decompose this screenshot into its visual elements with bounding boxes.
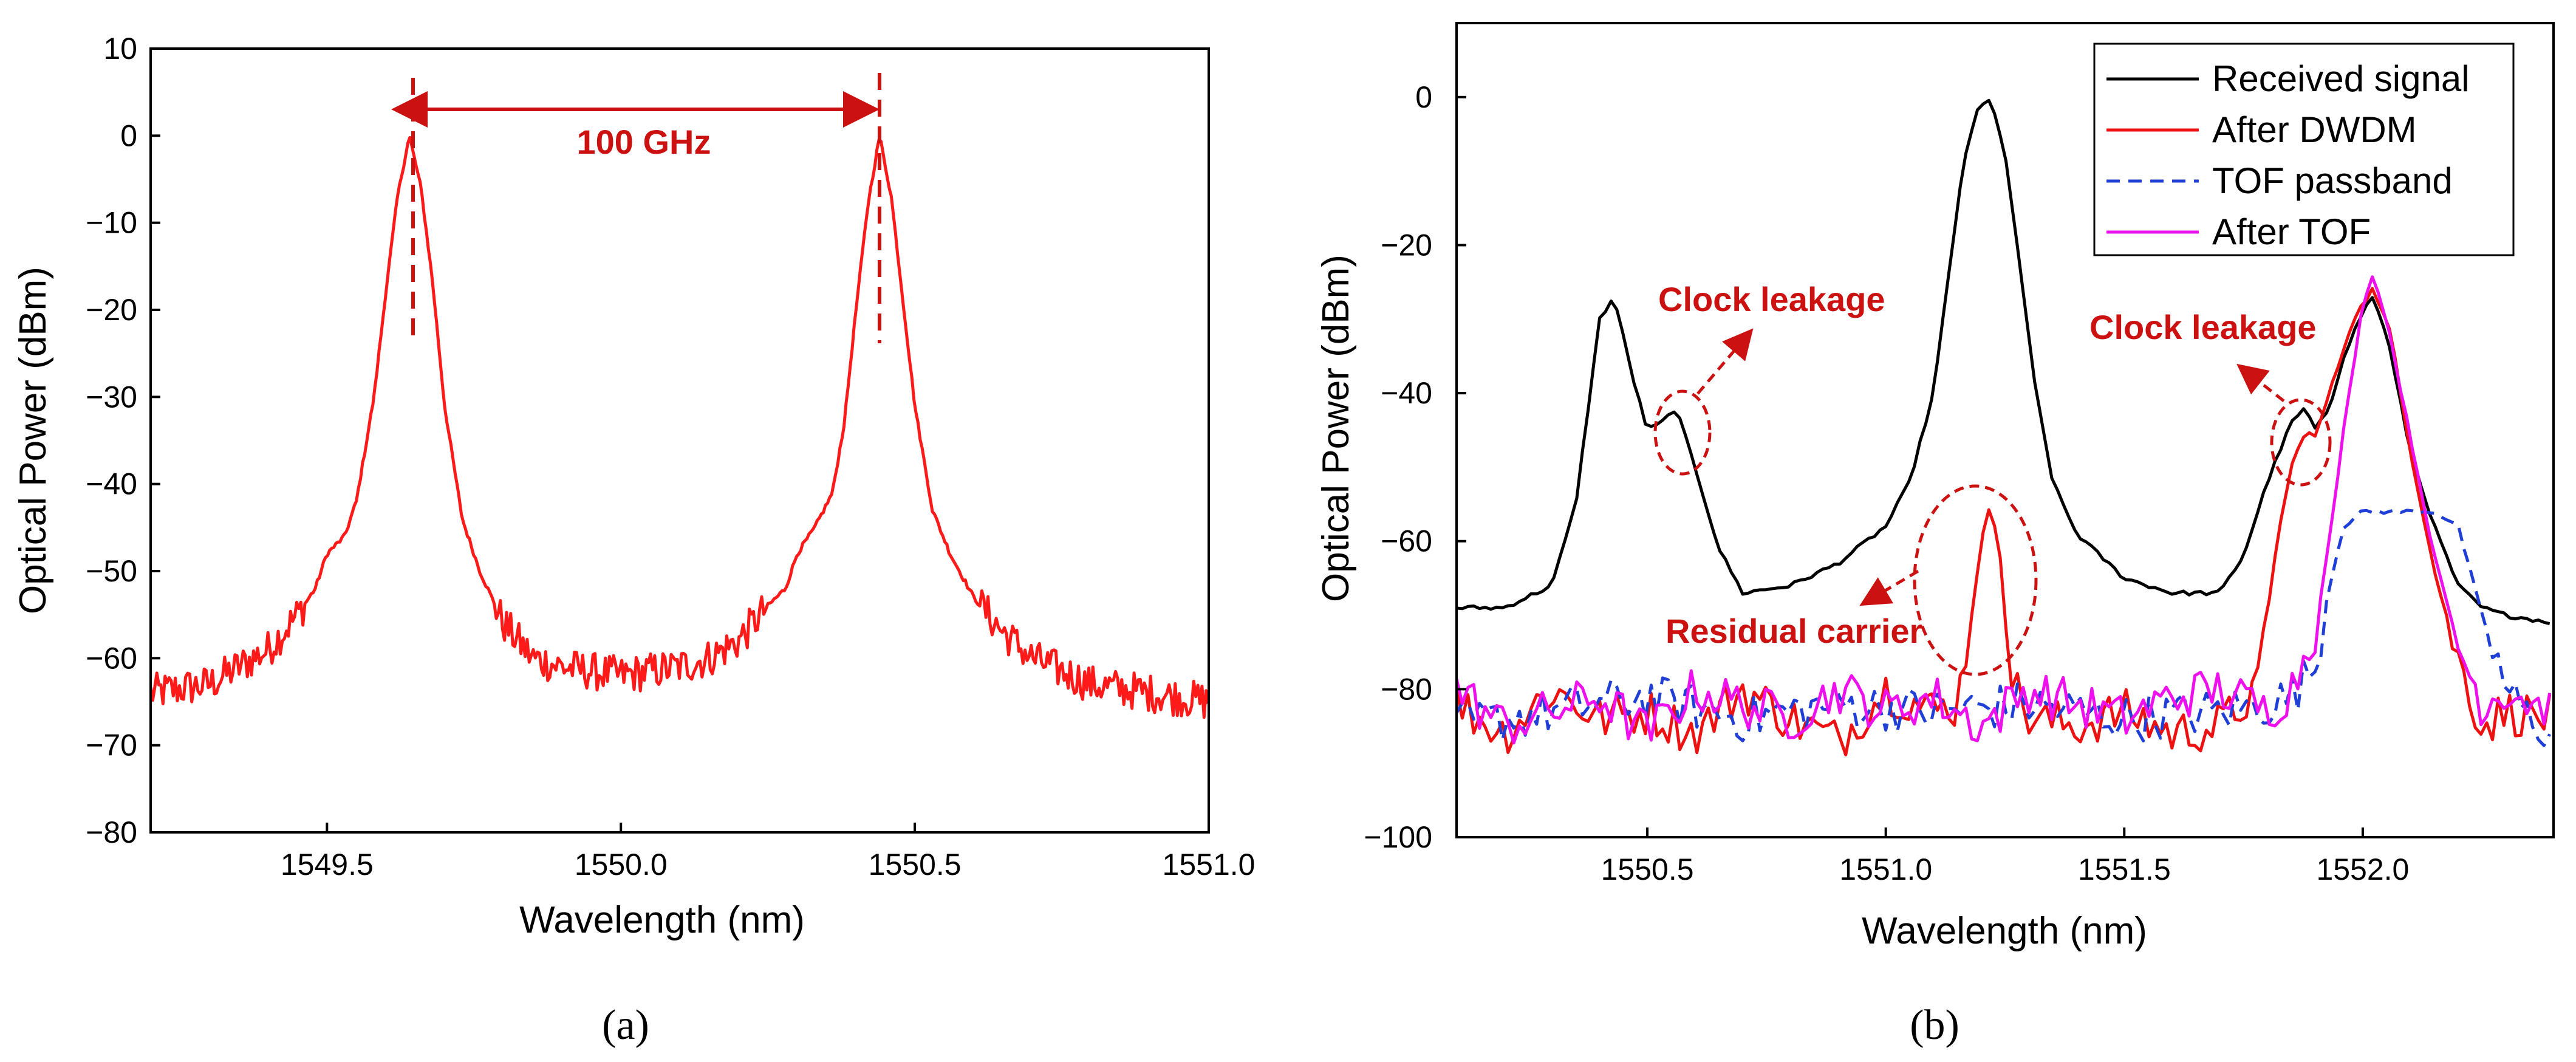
series-line-after-tof (1457, 275, 2552, 745)
y-tick-label: 10 (103, 32, 137, 66)
x-tick-label: 1550.0 (575, 848, 668, 882)
left-clock-label: Clock leakage (1658, 280, 1885, 318)
series-line-received-signal (1457, 98, 2550, 626)
y-tick-label: −20 (1381, 228, 1432, 262)
y-tick-label: 0 (120, 118, 137, 152)
x-tick-label: 1551.5 (2078, 852, 2171, 886)
left-clock-arrow (1696, 328, 1754, 395)
right-clock-label: Clock leakage (2089, 308, 2317, 346)
right-clock-ellipse (2270, 398, 2332, 487)
right-clock-arrow (2236, 363, 2285, 402)
y-tick-label: −40 (1381, 376, 1432, 410)
legend-label: After TOF (2212, 211, 2371, 252)
y-tick-label: −20 (86, 293, 137, 327)
y-tick-label: −60 (1381, 524, 1432, 558)
legend-label: Received signal (2212, 58, 2470, 99)
y-axis-title-b: Optical Power (dBm) (1315, 255, 1357, 602)
x-tick-label: 1551.0 (1163, 848, 1256, 882)
x-tick-label: 1550.5 (869, 848, 962, 882)
x-axis-title-b: Wavelength (nm) (1862, 910, 2147, 952)
x-tick-label: 1550.5 (1601, 852, 1694, 886)
residual-carrier-arrow (1859, 569, 1919, 606)
plot-frame-b (1455, 22, 2555, 838)
y-ticks-b: 0 −20 −40 −60 −80 −100 (1364, 80, 1466, 854)
x-ticks-b: 1550.5 1551.0 1551.5 1552.0 (1601, 827, 2409, 886)
legend: Received signal After DWDM TOF passband Aft… (2093, 43, 2515, 256)
series-line-spectrum (151, 135, 1209, 719)
y-tick-label: −100 (1364, 820, 1432, 854)
x-axis-title-a: Wavelength (nm) (519, 899, 805, 941)
y-tick-label: −60 (86, 641, 137, 675)
y-tick-label: −80 (1381, 672, 1432, 706)
residual-carrier-ellipse (1913, 484, 2038, 676)
y-tick-label: 0 (1415, 80, 1432, 114)
legend-label: TOF passband (2212, 160, 2453, 201)
y-tick-label: −80 (86, 815, 137, 849)
y-tick-label: −70 (86, 728, 137, 762)
y-tick-label: −30 (86, 380, 137, 414)
x-tick-label: 1551.0 (1839, 852, 1932, 886)
series-layer-b (1457, 98, 2552, 756)
series-layer-a (151, 135, 1209, 719)
x-tick-label: 1549.5 (281, 848, 374, 882)
chart-panel-a: 10 0 −10 −20 −30 −40 −50 −60 −70 −80 1549.5 1550.0… (12, 32, 1255, 1049)
series-line-after-dwdm (1457, 287, 2552, 756)
residual-carrier-label: Residual carrier (1666, 612, 1922, 650)
x-ticks-a: 1549.5 1550.0 1550.5 1551.0 (281, 823, 1256, 882)
y-tick-label: −10 (86, 206, 137, 240)
left-clock-ellipse (1653, 389, 1712, 476)
y-ticks-a: 10 0 −10 −20 −30 −40 −50 −60 −70 −80 (86, 32, 160, 849)
plot-frame-a (149, 47, 1210, 834)
chart-panel-b: 0 −20 −40 −60 −80 −100 1550.5 1551.0 1551.5 1552… (1315, 22, 2555, 1049)
y-axis-title-a: Optical Power (dBm) (12, 267, 54, 614)
legend-label: After DWDM (2212, 109, 2417, 150)
series-line-tof-passband (1457, 508, 2551, 747)
y-tick-label: −50 (86, 554, 137, 588)
panel-label-b: (b) (1910, 1002, 1959, 1049)
panel-label-a: (a) (602, 1002, 649, 1049)
spacing-label: 100 GHz (577, 123, 711, 161)
y-tick-label: −40 (86, 467, 137, 501)
x-tick-label: 1552.0 (2316, 852, 2409, 886)
